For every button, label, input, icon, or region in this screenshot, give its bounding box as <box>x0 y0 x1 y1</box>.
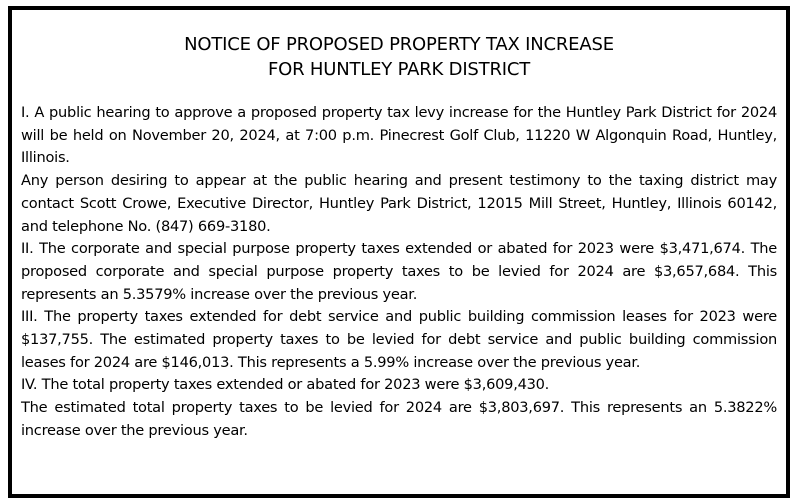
paragraph-hearing: I. A public hearing to approve a propose… <box>21 104 777 167</box>
paragraph-total-extended: IV. The total property taxes extended or… <box>21 376 550 394</box>
notice-header: NOTICE OF PROPOSED PROPERTY TAX INCREASE… <box>12 10 786 82</box>
paragraph-debt-service-taxes: III. The property taxes extended for deb… <box>21 308 777 371</box>
paragraph-corporate-taxes: II. The corporate and special purpose pr… <box>21 240 777 303</box>
notice-body: I. A public hearing to approve a propose… <box>12 82 786 443</box>
notice-title-line-2: FOR HUNTLEY PARK DISTRICT <box>267 59 531 80</box>
paragraph-total-estimated: The estimated total property taxes to be… <box>21 399 777 439</box>
notice-box: NOTICE OF PROPOSED PROPERTY TAX INCREASE… <box>8 6 790 498</box>
paragraph-contact: Any person desiring to appear at the pub… <box>21 172 777 235</box>
notice-title-line-1: NOTICE OF PROPOSED PROPERTY TAX INCREASE <box>184 34 614 55</box>
